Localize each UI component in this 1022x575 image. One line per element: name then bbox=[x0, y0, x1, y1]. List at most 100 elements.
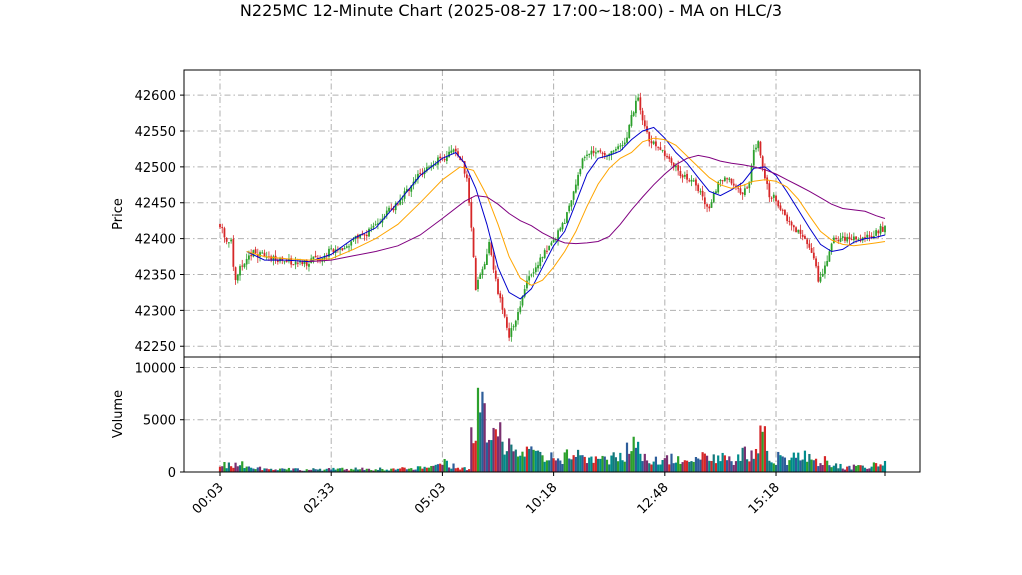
volume-bar bbox=[814, 458, 818, 472]
volume-bar bbox=[770, 462, 773, 472]
candle-body bbox=[528, 276, 531, 281]
candle-body bbox=[457, 151, 459, 156]
candle-body bbox=[363, 234, 366, 236]
moving-average-lines bbox=[246, 126, 886, 300]
volume-bar bbox=[427, 467, 431, 472]
volume-bar bbox=[503, 454, 506, 472]
x-tick-label: 15:18 bbox=[746, 480, 783, 517]
volume-bar bbox=[881, 465, 884, 472]
price-y-axis: 42250 42300 42350 42400 42450 42500 42550 42600 bbox=[135, 89, 184, 355]
volume-bar bbox=[690, 461, 693, 472]
volume-bar bbox=[725, 460, 729, 472]
candle-body bbox=[748, 181, 751, 189]
candle-body bbox=[352, 239, 355, 241]
candle-body bbox=[868, 235, 871, 237]
candle-body bbox=[775, 195, 777, 202]
candle-body bbox=[617, 146, 620, 149]
candle-body bbox=[550, 242, 553, 246]
volume-bar bbox=[512, 451, 515, 472]
volume-bar bbox=[363, 469, 366, 472]
candle-body bbox=[614, 149, 617, 151]
candle-body bbox=[299, 261, 301, 263]
price-tick-label: 42400 bbox=[135, 233, 176, 248]
candle-body bbox=[577, 174, 579, 186]
candle-body bbox=[465, 174, 468, 179]
candle-body bbox=[655, 141, 657, 147]
candle-body bbox=[250, 254, 253, 257]
candle-body bbox=[837, 239, 840, 241]
candle-body bbox=[723, 177, 726, 181]
candle-body bbox=[879, 225, 882, 234]
candle-body bbox=[870, 236, 873, 238]
candle-body bbox=[815, 258, 817, 267]
candle-body bbox=[835, 237, 837, 239]
candle-body bbox=[830, 243, 833, 251]
volume-bar bbox=[665, 455, 669, 472]
candle-body bbox=[530, 274, 533, 276]
candle-body bbox=[437, 157, 439, 165]
candle-body bbox=[301, 261, 304, 265]
candle-body bbox=[806, 239, 809, 245]
x-axis: 00:03 02:33 05:03 10:18 12:48 15:18 bbox=[190, 472, 886, 517]
volume-bar bbox=[685, 460, 689, 472]
candle-body bbox=[372, 225, 375, 228]
volume-bar bbox=[623, 461, 626, 472]
candle-body bbox=[852, 236, 855, 241]
volume-bar bbox=[519, 455, 522, 472]
volume-bar bbox=[719, 461, 722, 472]
volume-bar bbox=[590, 456, 593, 472]
candle-body bbox=[790, 221, 793, 226]
candle-body bbox=[864, 237, 866, 239]
volume-bar bbox=[467, 469, 471, 472]
volume-bar bbox=[347, 470, 351, 472]
volume-bar bbox=[779, 455, 782, 472]
volume-bar bbox=[614, 457, 617, 472]
volume-bar bbox=[848, 465, 851, 472]
volume-bar bbox=[367, 468, 371, 472]
candle-body bbox=[592, 150, 595, 153]
candle-body bbox=[637, 97, 640, 101]
candle-body bbox=[377, 223, 379, 225]
candle-body bbox=[290, 258, 293, 265]
volume-bar bbox=[672, 463, 675, 472]
candle-body bbox=[294, 261, 297, 265]
candle-body bbox=[755, 147, 757, 150]
price-panel-frame bbox=[183, 69, 921, 358]
candle-body bbox=[514, 320, 517, 327]
candle-body bbox=[503, 309, 506, 317]
volume-bar bbox=[732, 464, 735, 472]
candle-body bbox=[695, 179, 697, 186]
volume-bar bbox=[759, 425, 762, 472]
candle-body bbox=[308, 264, 310, 267]
candle-body bbox=[272, 256, 275, 261]
volume-bar bbox=[843, 469, 847, 472]
candle-body bbox=[521, 296, 524, 306]
volume-bar bbox=[383, 470, 386, 472]
candle-body bbox=[312, 256, 315, 260]
volume-bar bbox=[479, 412, 482, 472]
volume-bar bbox=[376, 469, 380, 472]
volume-bar bbox=[681, 462, 684, 472]
price-axis-label: Price bbox=[111, 198, 126, 230]
candle-body bbox=[296, 262, 299, 264]
volume-bar bbox=[445, 460, 448, 472]
candle-body bbox=[439, 156, 442, 159]
volume-bar bbox=[223, 462, 226, 472]
candle-body bbox=[826, 260, 829, 266]
candle-body bbox=[763, 169, 766, 179]
candle-body bbox=[857, 239, 860, 241]
candle-body bbox=[452, 149, 455, 152]
volume-bar bbox=[628, 453, 631, 472]
volume-bar bbox=[652, 461, 655, 472]
volume-bar bbox=[443, 458, 446, 472]
candle-body bbox=[261, 252, 264, 254]
price-tick-label: 42350 bbox=[135, 268, 176, 283]
volume-bar bbox=[341, 467, 344, 472]
volume-bar bbox=[521, 451, 524, 472]
volume-bar bbox=[463, 467, 466, 472]
candle-body bbox=[430, 165, 433, 168]
volume-bar bbox=[416, 466, 420, 472]
volume-bar bbox=[534, 450, 537, 472]
x-tick-label: 12:48 bbox=[635, 480, 672, 517]
volume-bar bbox=[846, 466, 849, 472]
